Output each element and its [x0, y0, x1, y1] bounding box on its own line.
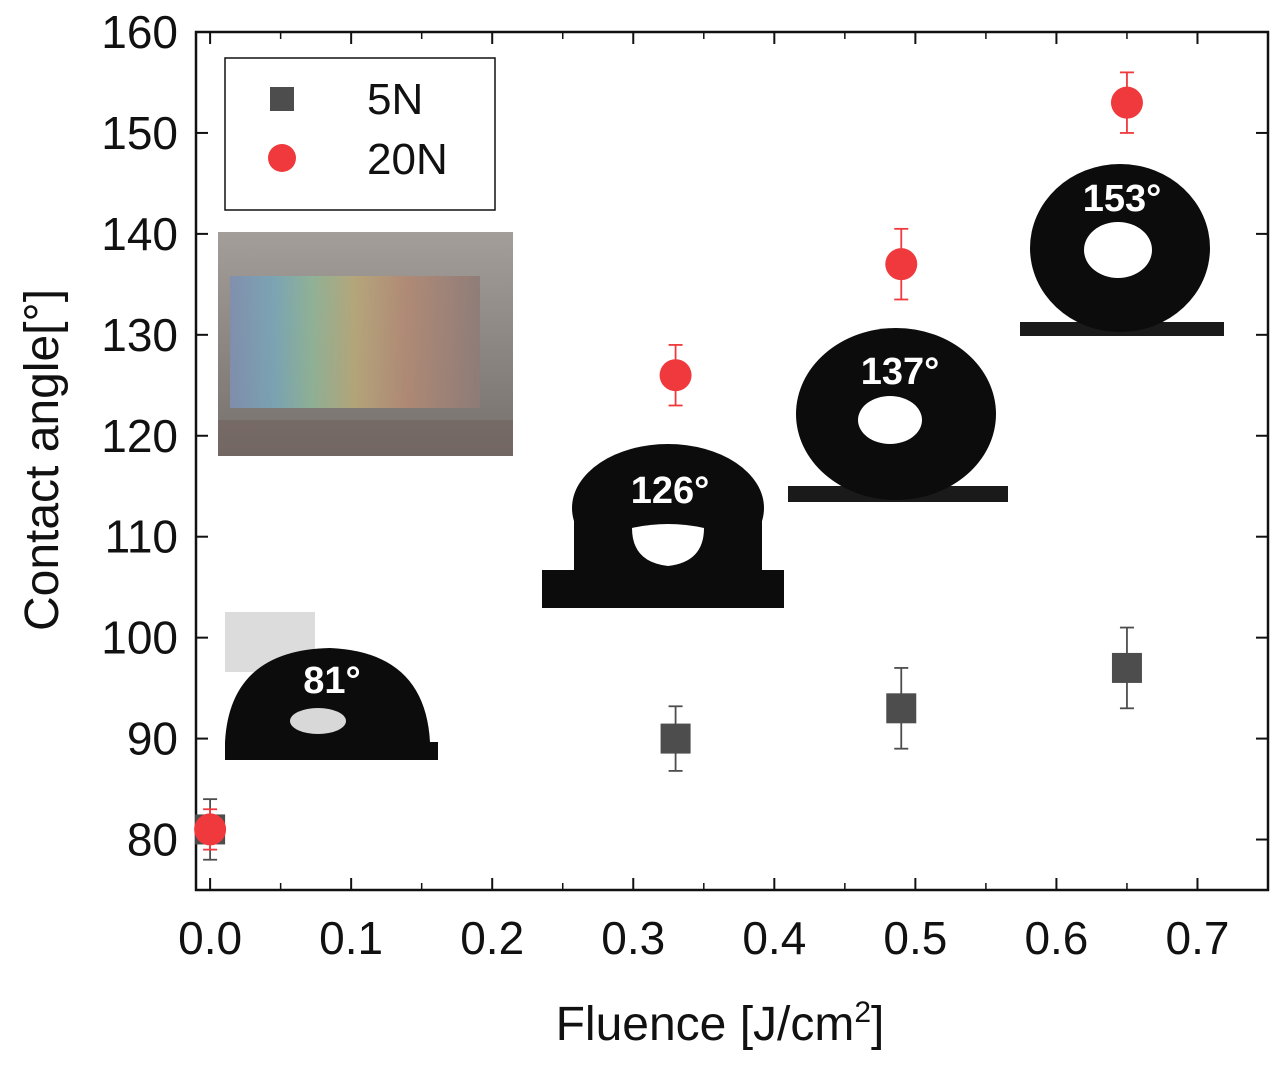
x-tick-label: 0.7 — [1165, 912, 1229, 964]
plot-area-border — [194, 30, 1270, 892]
droplet-126-inset: 126° — [542, 444, 784, 608]
data-marks — [194, 71, 1143, 861]
legend-box — [224, 57, 496, 211]
x-tick-label: 0.5 — [883, 912, 947, 964]
data-point-circle — [659, 359, 692, 392]
x-tick-label: 0.1 — [319, 912, 383, 964]
sample-photo-inset — [218, 232, 513, 456]
droplet-137-inset: 137° — [788, 328, 1008, 502]
inset-images: 81° 126° 137° 153° — [218, 164, 1224, 760]
legend: 5N 20N — [224, 57, 496, 211]
legend-label-20n: 20N — [367, 135, 448, 184]
plot-frame — [194, 30, 1270, 892]
y-tick-label: 80 — [127, 814, 178, 866]
legend-marker-20n — [268, 144, 296, 172]
y-tick-label: 130 — [101, 309, 178, 361]
x-tick-label: 0.0 — [178, 912, 242, 964]
data-point-square — [1111, 652, 1142, 683]
x-tick-label: 0.3 — [601, 912, 665, 964]
y-tick-label: 110 — [105, 511, 178, 563]
series-20n — [194, 71, 1143, 851]
droplet-label-137: 137° — [861, 351, 940, 393]
x-tick-label: 0.2 — [460, 912, 524, 964]
x-axis-title: Fluence [J/cm2] — [556, 996, 885, 1051]
y-tick-label: 120 — [101, 410, 178, 462]
y-tick-label: 90 — [127, 713, 178, 765]
legend-label-5n: 5N — [367, 75, 423, 124]
x-tick-label: 0.4 — [742, 912, 806, 964]
data-point-circle — [194, 813, 227, 846]
axis-ticks: 0.0 0.1 0.2 0.3 0.4 0.5 0.6 0.7 80 90 100 110 120 130… — [101, 6, 1268, 964]
droplet-label-153: 153° — [1083, 178, 1162, 220]
x-tick-label: 0.6 — [1024, 912, 1088, 964]
droplet-label-81: 81° — [303, 660, 360, 702]
y-tick-label: 150 — [101, 107, 178, 159]
y-axis-title: Contact angle[°] — [16, 289, 69, 631]
data-point-circle — [1110, 86, 1143, 119]
droplet-label-126: 126° — [631, 470, 710, 512]
data-point-square — [660, 723, 691, 754]
data-point-circle — [885, 248, 918, 281]
y-tick-label: 160 — [101, 6, 178, 58]
y-tick-label: 140 — [101, 208, 178, 260]
droplet-153-inset: 153° — [1020, 164, 1224, 336]
series-5n — [195, 626, 1142, 861]
droplet-81-inset: 81° — [225, 612, 438, 760]
data-point-square — [886, 693, 917, 724]
y-tick-label: 100 — [101, 612, 178, 664]
legend-marker-5n — [270, 87, 294, 111]
